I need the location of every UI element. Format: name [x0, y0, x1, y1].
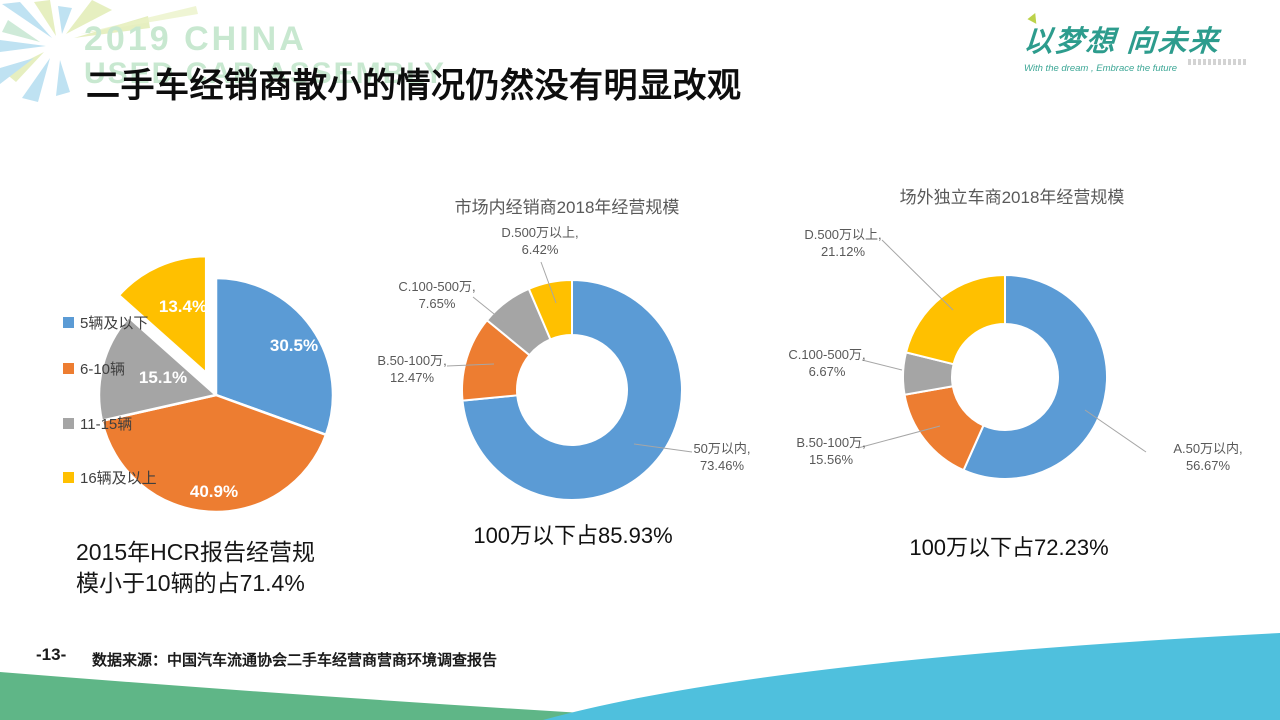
callout-value: 12.47%	[389, 370, 435, 385]
pie-value-gray: 15.1%	[138, 368, 188, 387]
watermark-year-line: 2019 CHINA	[84, 20, 307, 58]
callout-name: C.100-500万,	[398, 279, 476, 294]
legend-label: 5辆及以下	[80, 314, 149, 332]
callout-name: D.500万以上,	[804, 227, 882, 242]
slice-5辆及以下	[214, 276, 335, 437]
legend-item-0: 5辆及以下	[63, 313, 149, 332]
logo-fine-print	[1188, 59, 1246, 65]
caption-independent: 100万以下占72.23%	[909, 535, 1109, 560]
slice-D.500万以上	[527, 279, 573, 341]
callout-name: C.100-500万,	[788, 347, 866, 362]
callout-name: B.50-100万,	[377, 353, 447, 368]
legend-swatch-orange	[63, 362, 74, 374]
slice-16辆及以上	[117, 254, 208, 375]
callout-name: A.50万以内,	[1173, 441, 1243, 456]
legend-label: 6-10辆	[80, 360, 126, 378]
wave-blue	[543, 633, 1280, 720]
callout-name: D.500万以上,	[501, 225, 579, 240]
slice-A.50万以内	[962, 274, 1108, 480]
callout-value: 56.67%	[1185, 458, 1231, 473]
callout-name: 50万以内,	[693, 441, 751, 456]
callout-b: B.50-100万, 12.47%	[347, 352, 477, 386]
logo-slogan-cn: 以梦想 向未来	[1022, 26, 1221, 58]
page-number: -13-	[36, 645, 67, 664]
legend-label: 16辆及以上	[80, 469, 157, 487]
callout-value: 7.65%	[418, 296, 456, 311]
callout-value: 73.46%	[699, 458, 745, 473]
callout-name: B.50-100万,	[796, 435, 866, 450]
callout-d: D.500万以上, 6.42%	[475, 224, 605, 258]
caption-market: 100万以下占85.93%	[473, 523, 673, 548]
data-source: 数据来源：中国汽车流通协会二手车经营商营商环境调查报告	[92, 652, 498, 669]
page-title: 二手车经销商散小的情况仍然没有明显改观	[86, 67, 742, 105]
pie-value-orange: 40.9%	[189, 482, 239, 501]
note-line-1: 2015年HCR报告经营规	[76, 539, 315, 565]
callout-value: 6.42%	[521, 242, 559, 257]
slice-D.500万以上	[905, 274, 1006, 366]
legend-swatch-yellow	[63, 471, 74, 483]
slice-11-15辆	[97, 315, 218, 422]
event-logo: 以梦想 向未来 With the dream , Embrace the fut…	[1022, 18, 1264, 74]
callout-a: A.50万以内, 56.67%	[1143, 440, 1273, 474]
callout-c: C.100-500万, 7.65%	[372, 278, 502, 312]
pie-value-blue: 30.5%	[269, 336, 319, 355]
slice-6-10辆	[100, 393, 328, 514]
legend-swatch-blue	[63, 316, 74, 328]
callout-value: 6.67%	[808, 364, 846, 379]
pie-chart-dealer-size	[97, 254, 335, 514]
legend-item-3: 16辆及以上	[63, 468, 157, 487]
pie-value-yellow: 13.4%	[158, 297, 208, 316]
legend-swatch-gray	[63, 417, 74, 429]
callout-a: 50万以内, 73.46%	[657, 440, 787, 474]
wave-green	[0, 672, 700, 720]
callout-value: 15.56%	[808, 452, 854, 467]
logo-slogan-en: With the dream , Embrace the future	[1024, 63, 1178, 74]
callout-d: D.500万以上, 21.12%	[778, 226, 908, 260]
chart-title-market-dealers: 市场内经销商2018年经营规模	[454, 198, 680, 217]
watermark-event-line: USED CAR ASSEMBLY	[84, 57, 446, 90]
slice-50万以内	[461, 279, 683, 501]
callout-c: C.100-500万, 6.67%	[762, 346, 892, 380]
callout-value: 21.12%	[820, 244, 866, 259]
legend-label: 11-15辆	[80, 415, 133, 433]
donut-chart-independent-dealers	[902, 274, 1108, 480]
callout-b: B.50-100万, 15.56%	[766, 434, 896, 468]
legend-item-2: 11-15辆	[63, 414, 133, 433]
note-2015-hcr: 2015年HCR报告经营规 模小于10辆的占71.4%	[76, 537, 315, 599]
chart-title-independent-dealers: 场外独立车商2018年经营规模	[899, 188, 1125, 207]
note-line-2: 模小于10辆的占71.4%	[76, 570, 305, 596]
legend-item-1: 6-10辆	[63, 359, 126, 378]
donut-chart-market-dealers	[461, 279, 683, 501]
